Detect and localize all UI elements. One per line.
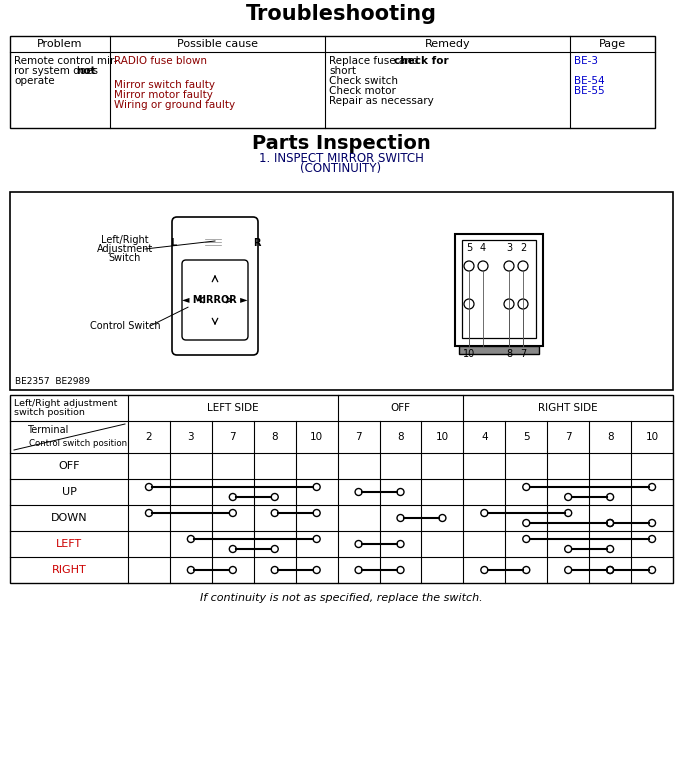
Text: Adjustment: Adjustment [97,244,153,254]
Text: BE-54: BE-54 [574,76,604,86]
FancyBboxPatch shape [172,217,258,355]
Text: RADIO fuse blown: RADIO fuse blown [114,56,207,66]
Text: 5: 5 [523,432,529,442]
Text: 1. INSPECT MIRROR SWITCH: 1. INSPECT MIRROR SWITCH [259,152,423,165]
Bar [10,395,673,583]
Text: 8: 8 [607,432,613,442]
Text: If continuity is not as specified, replace the switch.: If continuity is not as specified, repla… [199,593,482,603]
Text: Check switch: Check switch [329,76,398,86]
Text: switch position: switch position [14,408,85,417]
Text: check for: check for [394,56,449,66]
Text: RIGHT: RIGHT [52,565,86,575]
Text: Remedy: Remedy [425,39,471,49]
Text: ◄ MIRROR ►: ◄ MIRROR ► [182,295,248,305]
Bar [459,346,539,354]
FancyBboxPatch shape [182,260,248,340]
Text: ror system does: ror system does [14,66,101,76]
Text: (CONTINUITY): (CONTINUITY) [301,162,382,175]
Text: DOWN: DOWN [51,513,87,523]
Text: Control switch position: Control switch position [29,439,127,448]
Text: 2: 2 [520,243,526,253]
Text: 10: 10 [463,349,475,359]
Text: 10: 10 [645,432,658,442]
Text: Mirror switch faulty: Mirror switch faulty [114,80,215,90]
Text: short: short [329,66,356,76]
Bar [10,36,655,128]
Text: L: L [170,238,176,248]
Text: Parts Inspection: Parts Inspection [251,134,430,153]
Bar [462,240,536,338]
Text: LEFT SIDE: LEFT SIDE [207,403,259,413]
Text: BE-55: BE-55 [574,86,604,96]
Text: R: R [253,238,261,248]
Text: 3: 3 [188,432,194,442]
Text: Page: Page [599,39,626,49]
Text: 2: 2 [145,432,152,442]
Bar [183,236,247,250]
Text: Wiring or ground faulty: Wiring or ground faulty [114,100,235,110]
Text: operate: operate [14,76,55,86]
Text: Switch: Switch [109,253,141,263]
Text: Control Switch: Control Switch [89,321,161,331]
Text: RIGHT SIDE: RIGHT SIDE [538,403,598,413]
Text: OFF: OFF [391,403,410,413]
Bar [455,234,543,346]
Text: UP: UP [61,487,76,497]
Text: BE-3: BE-3 [574,56,598,66]
Text: Possible cause: Possible cause [177,39,258,49]
Text: OFF: OFF [58,461,80,471]
Text: Left/Right: Left/Right [101,235,149,245]
Text: Problem: Problem [38,39,83,49]
Text: Troubleshooting: Troubleshooting [245,4,436,24]
Text: 10: 10 [310,432,323,442]
Text: LEFT: LEFT [56,539,82,549]
Text: 7: 7 [520,349,526,359]
Text: 7: 7 [355,432,362,442]
Text: 8: 8 [271,432,278,442]
Bar [10,192,673,390]
Text: 4: 4 [480,243,486,253]
Text: 7: 7 [229,432,236,442]
Text: 7: 7 [565,432,572,442]
Text: 8: 8 [506,349,512,359]
Text: Repair as necessary: Repair as necessary [329,96,434,106]
Text: not: not [76,66,96,76]
Text: Check motor: Check motor [329,86,396,96]
Text: 3: 3 [506,243,512,253]
Text: 8: 8 [398,432,404,442]
Text: 5: 5 [466,243,472,253]
Text: 4: 4 [481,432,488,442]
Text: Terminal: Terminal [27,425,69,435]
Text: Left/Right adjustment: Left/Right adjustment [14,399,117,408]
Text: Remote control mir-: Remote control mir- [14,56,117,66]
Text: 10: 10 [436,432,449,442]
Text: Mirror motor faulty: Mirror motor faulty [114,90,213,100]
Text: BE2357  BE2989: BE2357 BE2989 [15,377,90,386]
Bar [204,237,223,249]
Text: Replace fuse and: Replace fuse and [329,56,421,66]
